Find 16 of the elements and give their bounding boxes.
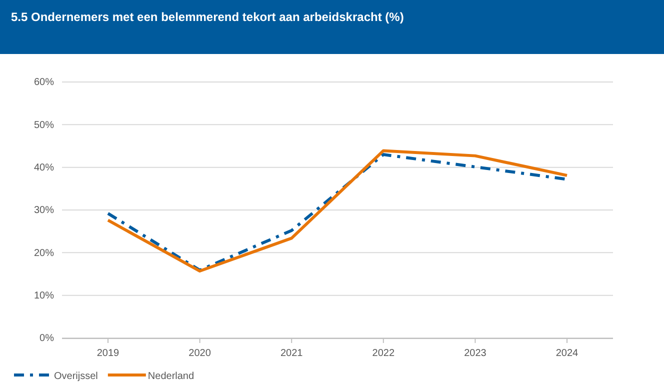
x-tick-label: 2020	[188, 348, 212, 360]
x-tick-label: 2024	[556, 348, 579, 360]
x-tick-label: 2019	[96, 348, 120, 360]
y-tick-label: 0%	[40, 333, 54, 344]
chart-title: 5.5 Ondernemers met een belemmerend tekort aan arbeidskracht (%)	[11, 10, 404, 24]
x-tick-label: 2023	[464, 348, 487, 360]
y-tick-label: 40%	[34, 162, 54, 174]
x-tick-label: 2022	[372, 348, 395, 360]
y-tick-label: 50%	[34, 120, 54, 131]
y-tick-label: 10%	[34, 290, 54, 302]
legend-label: Nederland	[148, 371, 194, 382]
legend-label: Overijssel	[54, 371, 98, 382]
y-tick-label: 60%	[34, 77, 54, 88]
y-tick-label: 30%	[34, 205, 54, 216]
y-tick-label: 20%	[34, 248, 54, 259]
x-tick-label: 2021	[280, 348, 304, 360]
